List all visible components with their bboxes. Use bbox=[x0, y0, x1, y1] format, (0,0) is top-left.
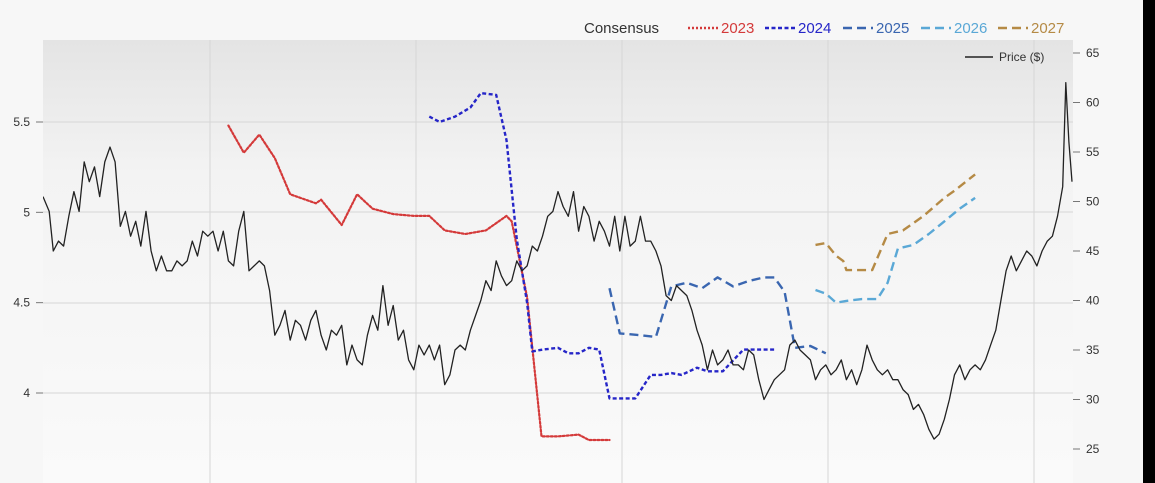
right-tick-label-5: 40 bbox=[1086, 294, 1100, 308]
series-layer bbox=[43, 82, 1073, 442]
grid-lines bbox=[43, 40, 1073, 483]
left-tick-label-3: 4 bbox=[23, 386, 30, 400]
legend-label-2027: 2027 bbox=[1031, 20, 1064, 37]
legend: Consensus 2023 2024 2025 2026 2027 bbox=[584, 20, 1064, 37]
right-tick-label-7: 30 bbox=[1086, 393, 1100, 407]
right-tick-label-4: 45 bbox=[1086, 244, 1100, 258]
left-tick-label-0: 5.5 bbox=[13, 115, 30, 129]
legend-label-2024: 2024 bbox=[798, 20, 831, 37]
right-tick-label-1: 60 bbox=[1086, 96, 1100, 110]
series-line-2026 bbox=[815, 196, 976, 304]
series-line-2025 bbox=[608, 276, 827, 355]
price-legend-label: Price ($) bbox=[999, 50, 1044, 64]
series-line-2023 bbox=[227, 124, 611, 442]
plot-area bbox=[43, 40, 1073, 483]
right-tick-label-6: 35 bbox=[1086, 343, 1100, 357]
left-axis: 5.5 5 4.5 4 bbox=[13, 115, 43, 400]
left-tick-label-2: 4.5 bbox=[13, 296, 30, 310]
right-tick-label-0: 65 bbox=[1086, 46, 1100, 60]
series-line-price bbox=[43, 82, 1073, 440]
right-tick-label-8: 25 bbox=[1086, 442, 1100, 456]
legend-title: Consensus bbox=[584, 20, 659, 37]
series-line-2024 bbox=[428, 91, 775, 400]
left-tick-label-1: 5 bbox=[23, 205, 30, 219]
right-axis: 65 60 55 50 45 40 35 30 25 bbox=[1073, 46, 1100, 456]
price-legend: Price ($) bbox=[965, 50, 1044, 64]
right-tick-label-2: 55 bbox=[1086, 145, 1100, 159]
legend-label-2023: 2023 bbox=[721, 20, 754, 37]
legend-label-2026: 2026 bbox=[954, 20, 987, 37]
legend-label-2025: 2025 bbox=[876, 20, 909, 37]
right-tick-label-3: 50 bbox=[1086, 195, 1100, 209]
series-line-2027 bbox=[815, 173, 976, 272]
